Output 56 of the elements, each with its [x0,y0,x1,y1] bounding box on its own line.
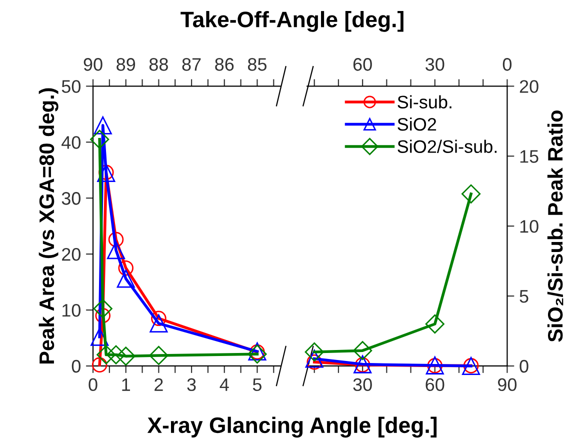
y2-tick-label: 20 [520,80,538,93]
y2-tick-label: 0 [520,360,528,373]
x2-tick-label: 60 [353,58,372,71]
point [305,350,324,368]
x-axis-title: X-ray Glancing Angle [deg.] [147,416,437,438]
point [94,116,112,134]
point [304,342,324,362]
x2-tick-label: 0 [502,58,512,71]
x-tick-label: 3 [187,378,196,392]
point [116,346,136,366]
point [90,328,109,346]
x2-tick-label: 88 [149,58,168,71]
point [150,314,168,332]
x-tick-label: 2 [154,378,163,391]
point [108,232,124,248]
point [425,314,444,334]
point [90,130,110,149]
x-tick-label: 5 [252,378,262,392]
x2-axis-title: Take-Off-Angle [deg.] [180,11,404,32]
y2-tick-label: 15 [520,150,538,163]
point [106,241,126,260]
y2-axis-title: SiO₂/Si-sub. Peak Ratio [547,110,564,342]
x2-tick-label: 30 [426,58,444,71]
y2-tick-label: 5 [520,290,528,303]
x-tick-label: 90 [498,378,517,392]
x-tick-label: 4 [220,378,229,391]
y-tick-label: 10 [62,304,81,317]
y-tick-label: 30 [62,192,81,205]
point [118,260,134,276]
y-tick-label: 20 [62,248,81,261]
y-tick-label: 0 [72,360,81,373]
legend-label: SiO2/Si-sub. [398,140,497,153]
x-tick-label: 0 [88,378,98,392]
point [116,270,135,288]
x-tick-label: 1 [122,378,130,391]
point [462,184,481,204]
point [149,346,168,366]
point [92,357,108,372]
point [96,345,116,364]
x2-tick-label: 89 [116,58,136,71]
legend-label: SiO2 [398,117,436,131]
point [353,341,372,360]
y2-tick-label: 10 [520,220,538,233]
point [93,299,112,318]
x2-tick-label: 90 [84,58,102,71]
point [106,345,126,364]
point [248,344,267,364]
y-tick-label: 40 [62,136,81,149]
x2-tick-label: 85 [248,58,267,71]
x2-tick-label: 87 [182,58,201,71]
x-tick-label: 60 [426,378,444,392]
legend-label: Si-sub. [398,95,452,108]
x2-tick-label: 86 [215,58,234,71]
y-axis-title: Peak Area (vs XGA=80 deg.) [38,88,58,364]
x-tick-label: 30 [353,378,372,392]
y-tick-label: 50 [62,80,81,93]
